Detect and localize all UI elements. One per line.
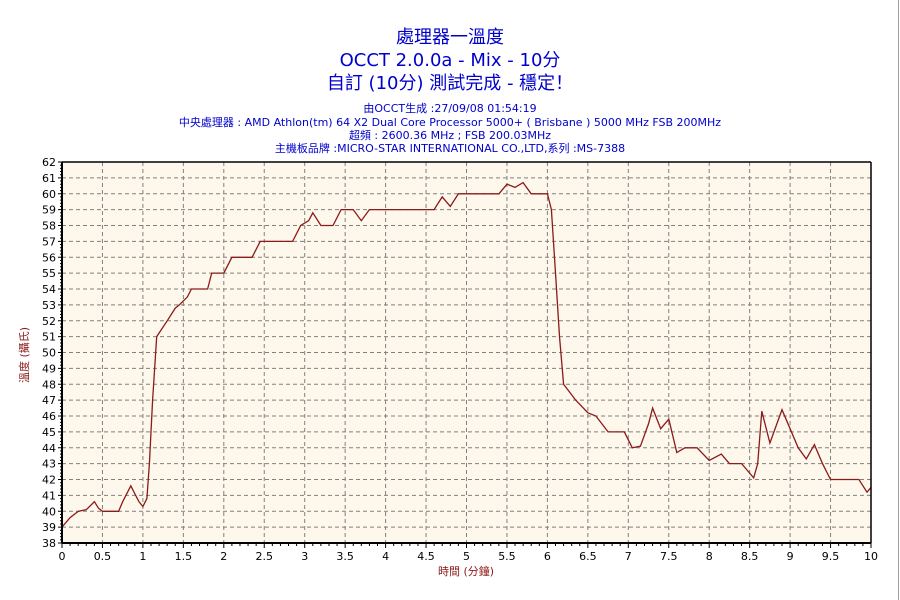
y-axis-tick-labels: 38 39 40 41 42 43 44 45 46 47 48 49 50 51 52 53 54 55 56 57…	[42, 156, 56, 550]
x-tick-label: 8.5	[741, 550, 759, 563]
x-tick-label: 9	[787, 550, 794, 563]
y-tick-label: 55	[42, 267, 56, 280]
x-tick-label: 1	[139, 550, 146, 563]
y-tick-label: 53	[42, 299, 56, 312]
temperature-line	[61, 181, 872, 528]
y-tick-label: 41	[42, 489, 56, 502]
chart-subtitle-version: OCCT 2.0.0a - Mix - 10分	[339, 50, 561, 71]
overclock-info: 超頻 : 2600.36 MHz ; FSB 200.03MHz	[348, 129, 552, 142]
x-tick-label: 6	[544, 550, 551, 563]
y-tick-label: 50	[42, 347, 56, 360]
x-tick-label: 9.5	[822, 550, 840, 563]
grid-lines	[62, 162, 871, 543]
axes	[61, 161, 872, 544]
chart-title: 處理器一溫度	[396, 27, 504, 48]
y-tick-label: 40	[42, 505, 56, 518]
y-tick-label: 46	[42, 410, 56, 423]
x-tick-label: 6.5	[579, 550, 597, 563]
y-axis-label: 溫度 (攝氏)	[18, 326, 31, 384]
y-tick-label: 52	[42, 315, 56, 328]
y-tick-label: 47	[42, 394, 56, 407]
motherboard-info: 主機板品牌 :MICRO-STAR INTERNATIONAL CO.,LTD,…	[274, 142, 626, 155]
y-tick-label: 58	[42, 220, 56, 233]
y-tick-label: 43	[42, 458, 56, 471]
frame-edge	[898, 0, 899, 600]
x-tick-label: 2.5	[256, 550, 274, 563]
y-tick-label: 61	[42, 172, 56, 185]
x-tick-label: 8	[706, 550, 713, 563]
x-tick-label: 5.5	[498, 550, 516, 563]
y-tick-label: 39	[42, 521, 56, 534]
x-axis-tick-labels: 0 0.5 1 1.5 2 2.5 3 3.5 4 4.5 5 5.5 6 6.5 7 7.5 8 8.5 9 9.5…	[59, 550, 879, 563]
y-tick-label: 48	[42, 378, 56, 391]
x-tick-label: 4	[382, 550, 389, 563]
y-tick-label: 45	[42, 426, 56, 439]
y-tick-label: 54	[42, 283, 56, 296]
y-tick-label: 56	[42, 251, 56, 264]
generated-timestamp: 由OCCT生成 :27/09/08 01:54:19	[363, 102, 537, 115]
chart-subtitle-status: 自訂 (10分) 測試完成 - 穩定！	[326, 73, 574, 94]
x-tick-label: 3.5	[336, 550, 354, 563]
x-tick-label: 7	[625, 550, 632, 563]
x-tick-label: 3	[301, 550, 308, 563]
y-tick-label: 49	[42, 362, 56, 375]
x-tick-label: 1.5	[175, 550, 193, 563]
y-tick-label: 62	[42, 156, 56, 169]
y-tick-label: 42	[42, 474, 56, 487]
x-tick-label: 4.5	[417, 550, 435, 563]
x-tick-label: 2	[220, 550, 227, 563]
x-tick-label: 7.5	[660, 550, 678, 563]
x-tick-label: 0.5	[94, 550, 112, 563]
x-tick-label: 5	[463, 550, 470, 563]
y-tick-label: 44	[42, 442, 56, 455]
y-tick-label: 38	[42, 537, 56, 550]
cpu-info: 中央處理器 : AMD Athlon(tm) 64 X2 Dual Core P…	[178, 116, 722, 129]
y-tick-label: 60	[42, 188, 56, 201]
x-axis-label: 時間 (分鐘)	[437, 565, 495, 578]
y-tick-label: 57	[42, 235, 56, 248]
y-tick-label: 51	[42, 331, 56, 344]
y-tick-label: 59	[42, 204, 56, 217]
x-tick-label: 0	[59, 550, 66, 563]
x-tick-label: 10	[864, 550, 878, 563]
